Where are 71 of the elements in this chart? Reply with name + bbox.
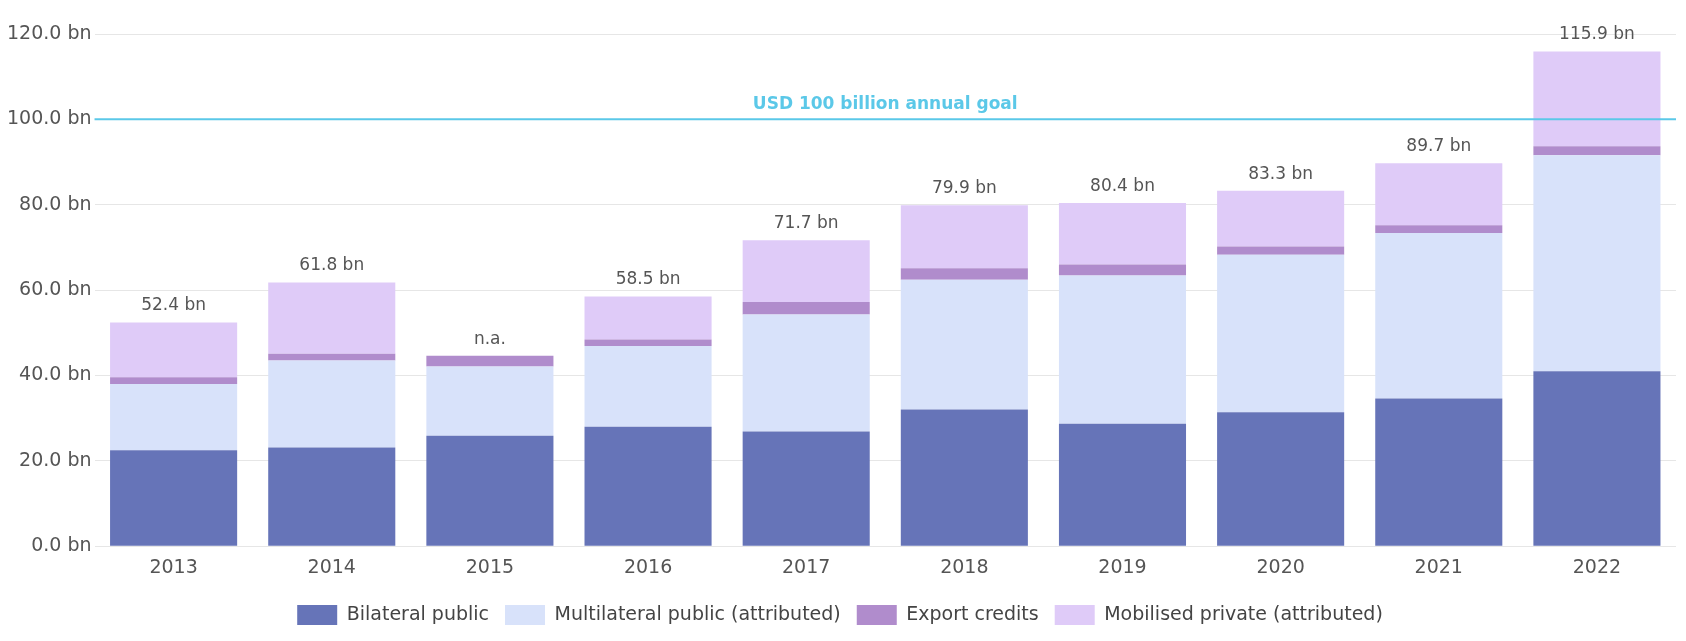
bar xyxy=(584,426,712,546)
total-label: 71.7 bn xyxy=(773,212,839,233)
bar xyxy=(1217,246,1345,255)
bar xyxy=(268,447,396,546)
bar xyxy=(426,355,554,367)
bar xyxy=(584,339,712,347)
x-tick-label: 2020 xyxy=(1256,554,1305,577)
bar xyxy=(1375,225,1503,233)
bar xyxy=(268,360,396,448)
bar xyxy=(900,205,1028,269)
bar xyxy=(426,366,554,436)
total-label: 52.4 bn xyxy=(141,294,207,315)
bar xyxy=(742,240,870,303)
bar xyxy=(110,384,238,451)
ref-line-label: USD 100 billion annual goal xyxy=(752,93,1018,114)
bar xyxy=(584,296,712,340)
bar xyxy=(268,353,396,361)
bar xyxy=(426,435,554,546)
legend-label: Multilateral public (attributed) xyxy=(554,601,841,624)
bar xyxy=(1533,51,1661,147)
bar xyxy=(1058,275,1187,424)
bar xyxy=(1217,254,1345,413)
bar xyxy=(1375,398,1503,546)
y-tick-label: 80.0 bn xyxy=(19,191,92,214)
x-tick-label: 2022 xyxy=(1572,554,1622,577)
y-tick-label: 100.0 bn xyxy=(6,106,92,129)
total-label: 80.4 bn xyxy=(1090,174,1155,195)
legend-label: Export credits xyxy=(906,601,1039,624)
y-tick-label: 0.0 bn xyxy=(31,533,92,556)
total-label: 89.7 bn xyxy=(1406,135,1472,156)
bar xyxy=(1058,203,1187,265)
bar xyxy=(742,314,870,432)
total-label: 58.5 bn xyxy=(615,268,681,289)
total-label: n.a. xyxy=(473,327,506,348)
bar xyxy=(900,279,1028,410)
bar xyxy=(742,302,870,315)
bar xyxy=(1375,163,1503,226)
bar xyxy=(110,322,238,378)
x-tick-label: 2015 xyxy=(465,554,515,577)
x-tick-label: 2021 xyxy=(1414,554,1463,577)
y-tick-label: 20.0 bn xyxy=(19,447,92,470)
total-label: 83.3 bn xyxy=(1248,162,1314,183)
x-tick-label: 2018 xyxy=(940,554,989,577)
x-tick-label: 2013 xyxy=(149,554,198,577)
total-label: 115.9 bn xyxy=(1559,23,1635,44)
bar xyxy=(742,431,870,546)
bar xyxy=(1375,232,1503,399)
bar xyxy=(110,377,238,384)
bar xyxy=(1533,371,1661,546)
legend-label: Bilateral public xyxy=(346,601,490,624)
total-label: 79.9 bn xyxy=(931,177,997,198)
bar xyxy=(1217,190,1345,247)
bar xyxy=(1058,423,1187,546)
y-tick-label: 40.0 bn xyxy=(19,362,92,385)
total-label: 61.8 bn xyxy=(299,254,365,275)
y-tick-label: 120.0 bn xyxy=(6,20,92,43)
y-tick-label: 60.0 bn xyxy=(19,277,92,300)
x-tick-label: 2016 xyxy=(623,554,673,577)
bar xyxy=(1217,412,1345,546)
bar xyxy=(1533,155,1661,372)
bar xyxy=(584,346,712,427)
bar xyxy=(900,268,1028,280)
bar xyxy=(110,450,238,546)
bar xyxy=(268,282,396,354)
legend-label: Mobilised private (attributed) xyxy=(1104,601,1383,624)
bar xyxy=(1058,264,1187,276)
bar xyxy=(900,409,1028,546)
x-tick-label: 2019 xyxy=(1098,554,1147,577)
x-tick-label: 2017 xyxy=(782,554,831,577)
x-tick-label: 2014 xyxy=(307,554,356,577)
bar xyxy=(1533,146,1661,156)
